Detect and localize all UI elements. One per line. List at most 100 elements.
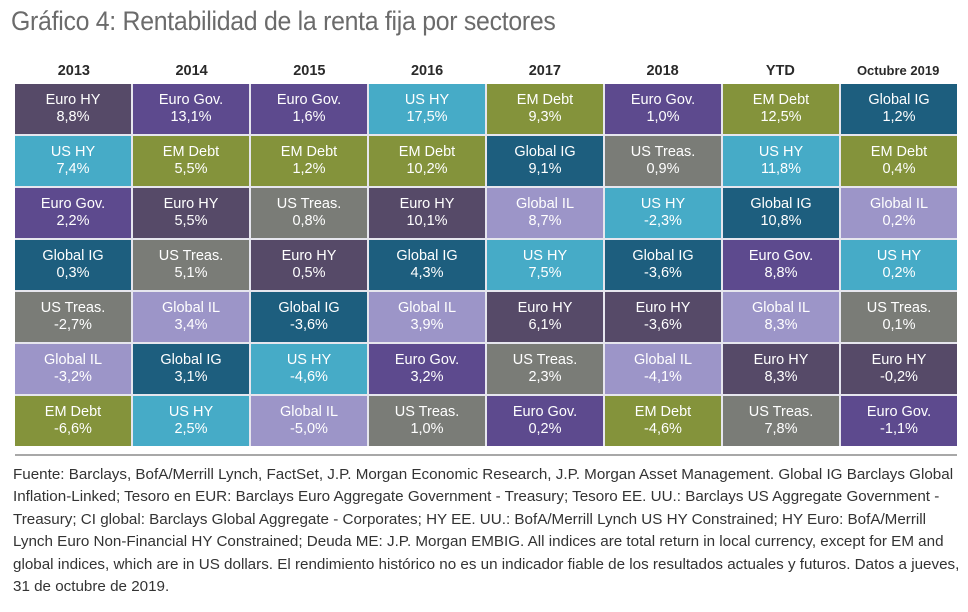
quilt-cell: US HY 2,5%	[133, 396, 249, 446]
return-value: 10,8%	[760, 213, 802, 229]
return-value: 0,3%	[56, 265, 90, 281]
quilt-cell: US HY 7,5%	[487, 240, 603, 290]
return-value: 6,1%	[528, 317, 562, 333]
sector-label: Global IL	[161, 300, 221, 316]
sector-label: Global IL	[397, 300, 457, 316]
quilt-cell: Global IL 0,2%	[841, 188, 957, 238]
return-value: 3,1%	[174, 369, 208, 385]
quilt-cell: Global IG 4,3%	[369, 240, 485, 290]
return-value: 13,1%	[170, 109, 212, 125]
sector-label: US Treas.	[158, 248, 224, 264]
return-value: 8,7%	[528, 213, 562, 229]
sector-label: Euro Gov.	[512, 404, 578, 420]
quilt-cell: Euro HY 6,1%	[487, 292, 603, 342]
sector-label: US HY	[168, 404, 214, 420]
sector-label: Global IL	[43, 352, 103, 368]
chart-title: Gráfico 4: Rentabilidad de la renta fija…	[11, 6, 556, 36]
sector-label: Euro Gov.	[158, 92, 224, 108]
sector-label: Euro HY	[281, 248, 337, 264]
return-value: 1,2%	[882, 109, 916, 125]
quilt-cell: US HY 0,2%	[841, 240, 957, 290]
return-value: -1,1%	[880, 421, 918, 437]
quilt-cell: US HY 7,4%	[15, 136, 131, 186]
sector-label: Global IL	[515, 196, 575, 212]
sector-label: US HY	[876, 248, 922, 264]
return-value: 9,3%	[528, 109, 562, 125]
return-value: 0,4%	[882, 161, 916, 177]
column-header: 2017	[528, 63, 561, 79]
quilt-cell: Global IG 10,8%	[723, 188, 839, 238]
quilt-cell: Euro Gov. 8,8%	[723, 240, 839, 290]
return-value: 10,1%	[406, 213, 448, 229]
sector-label: Euro Gov.	[630, 92, 696, 108]
column-header: 2013	[57, 63, 90, 79]
sector-label: Global IG	[396, 248, 458, 264]
return-value: -5,0%	[290, 421, 328, 437]
quilt-cell: EM Debt 1,2%	[251, 136, 367, 186]
return-value: 8,3%	[764, 369, 798, 385]
quilt-cell: Euro Gov. 2,2%	[15, 188, 131, 238]
quilt-cell: EM Debt 12,5%	[723, 84, 839, 134]
sector-label: Global IL	[751, 300, 811, 316]
return-value: 4,3%	[410, 265, 444, 281]
quilt-cell: US HY -4,6%	[251, 344, 367, 394]
return-value: 5,5%	[174, 161, 208, 177]
quilt-cell: US HY 11,8%	[723, 136, 839, 186]
return-value: 0,2%	[528, 421, 562, 437]
sector-label: Global IL	[279, 404, 339, 420]
sector-label: EM Debt	[870, 144, 928, 160]
return-value: 3,4%	[174, 317, 208, 333]
return-value: 9,1%	[528, 161, 562, 177]
quilt-cell: US Treas. 0,8%	[251, 188, 367, 238]
sector-label: Euro HY	[517, 300, 573, 316]
quilt-cell: Euro Gov. 0,2%	[487, 396, 603, 446]
quilt-cell: US HY -2,3%	[605, 188, 721, 238]
quilt-cell: Euro Gov. 13,1%	[133, 84, 249, 134]
quilt-cell: EM Debt 9,3%	[487, 84, 603, 134]
sector-label: Global IG	[750, 196, 812, 212]
quilt-cell: US Treas. 2,3%	[487, 344, 603, 394]
return-value: 5,1%	[174, 265, 208, 281]
quilt-cell: Euro HY 0,5%	[251, 240, 367, 290]
quilt-cell: EM Debt 10,2%	[369, 136, 485, 186]
sector-label: US HY	[522, 248, 568, 264]
quilt-cell: Euro Gov. 1,6%	[251, 84, 367, 134]
quilt-cell: Global IL 3,9%	[369, 292, 485, 342]
quilt-cell: US Treas. 1,0%	[369, 396, 485, 446]
sector-label: Euro Gov.	[40, 196, 106, 212]
return-value: 0,2%	[882, 213, 916, 229]
sector-label: Euro Gov.	[866, 404, 932, 420]
sector-label: Euro HY	[871, 352, 927, 368]
quilt-cell: EM Debt 0,4%	[841, 136, 957, 186]
return-value: 12,5%	[760, 109, 802, 125]
sector-label: EM Debt	[44, 404, 102, 420]
return-value: -3,6%	[644, 265, 682, 281]
return-value: 1,0%	[646, 109, 680, 125]
sector-label: US Treas.	[866, 300, 932, 316]
sector-label: Euro Gov.	[748, 248, 814, 264]
return-value: -4,1%	[644, 369, 682, 385]
return-value: -3,2%	[54, 369, 92, 385]
return-value: -4,6%	[290, 369, 328, 385]
column-header: 2015	[293, 63, 326, 79]
return-value: 17,5%	[406, 109, 448, 125]
return-value: 0,9%	[646, 161, 680, 177]
sector-label: Euro Gov.	[276, 92, 342, 108]
source-footnote: Fuente: Barclays, BofA/Merrill Lynch, Fa…	[13, 466, 960, 596]
return-value: 8,8%	[764, 265, 798, 281]
quilt-cell: EM Debt -6,6%	[15, 396, 131, 446]
return-value: 3,2%	[410, 369, 444, 385]
column-header: YTD	[765, 63, 795, 79]
sector-label: Euro Gov.	[394, 352, 460, 368]
return-value: 7,8%	[764, 421, 798, 437]
sector-label: EM Debt	[634, 404, 692, 420]
return-value: -4,6%	[644, 421, 682, 437]
sector-label: US HY	[758, 144, 804, 160]
return-value: -0,2%	[880, 369, 918, 385]
quilt-cell: US Treas. -2,7%	[15, 292, 131, 342]
return-value: 1,0%	[410, 421, 444, 437]
sector-label: EM Debt	[280, 144, 338, 160]
quilt-cell: US Treas. 0,1%	[841, 292, 957, 342]
quilt-cell: Global IL -5,0%	[251, 396, 367, 446]
divider	[15, 454, 957, 456]
